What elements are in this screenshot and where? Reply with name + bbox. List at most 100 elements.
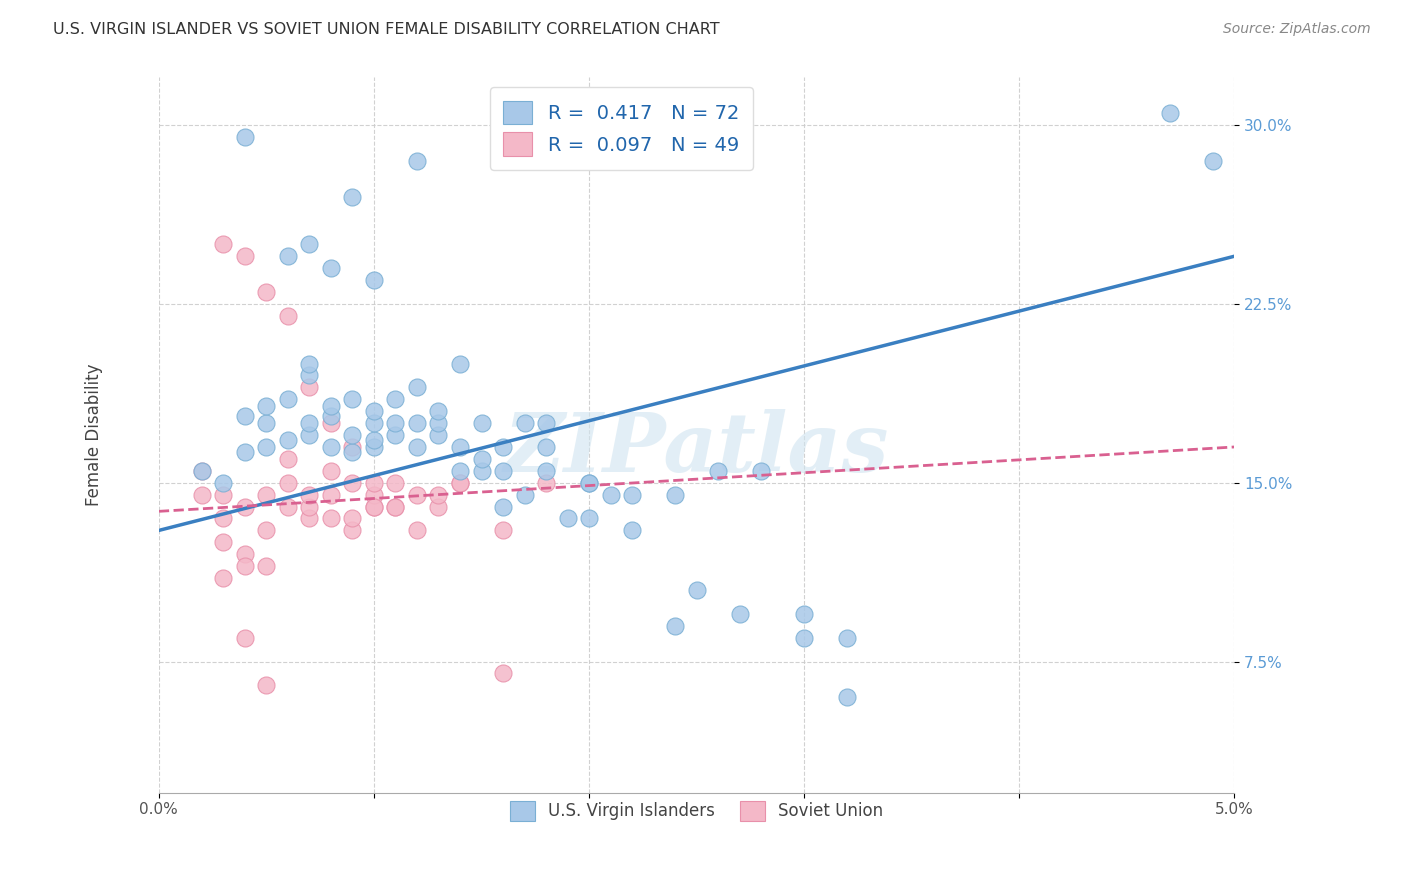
Point [363,500,385,514]
Point [342,444,364,458]
Point [298,488,321,502]
Text: ZIPatlas: ZIPatlas [503,409,890,490]
Point [254,285,277,299]
Point [233,559,256,574]
Point [363,475,385,490]
Point [277,475,299,490]
Point [557,511,579,525]
Point [513,488,536,502]
Point [342,440,364,454]
Point [233,249,256,263]
Point [342,511,364,525]
Point [277,500,299,514]
Point [427,428,450,442]
Point [664,619,686,633]
Point [1202,153,1225,168]
Point [277,392,299,407]
Point [449,464,471,478]
Point [319,261,342,276]
Point [233,547,256,561]
Point [254,440,277,454]
Point [319,400,342,414]
Point [319,440,342,454]
Point [534,464,557,478]
Point [212,511,235,525]
Point [837,690,859,705]
Point [342,189,364,203]
Point [427,500,450,514]
Point [298,428,321,442]
Point [384,500,406,514]
Point [342,524,364,538]
Point [363,500,385,514]
Point [513,416,536,430]
Point [749,464,772,478]
Point [254,400,277,414]
Point [534,440,557,454]
Point [233,130,256,145]
Point [319,488,342,502]
Point [492,524,515,538]
Point [191,464,214,478]
Point [319,409,342,423]
Point [406,380,429,394]
Point [212,475,235,490]
Point [470,416,492,430]
Point [384,416,406,430]
Point [212,488,235,502]
Point [427,416,450,430]
Point [449,475,471,490]
Point [427,404,450,418]
Point [298,237,321,252]
Point [406,153,429,168]
Point [449,440,471,454]
Point [492,666,515,681]
Point [233,444,256,458]
Point [298,357,321,371]
Point [406,488,429,502]
Point [1159,106,1181,120]
Point [621,488,644,502]
Point [342,428,364,442]
Point [342,475,364,490]
Point [298,511,321,525]
Point [191,488,214,502]
Point [298,368,321,383]
Point [492,500,515,514]
Text: Source: ZipAtlas.com: Source: ZipAtlas.com [1223,22,1371,37]
Point [492,464,515,478]
Point [277,249,299,263]
Y-axis label: Female Disability: Female Disability [86,364,103,507]
Point [254,524,277,538]
Point [578,475,600,490]
Point [254,559,277,574]
Text: U.S. VIRGIN ISLANDER VS SOVIET UNION FEMALE DISABILITY CORRELATION CHART: U.S. VIRGIN ISLANDER VS SOVIET UNION FEM… [53,22,720,37]
Point [534,475,557,490]
Point [406,524,429,538]
Point [406,440,429,454]
Point [254,678,277,692]
Point [233,409,256,423]
Point [384,428,406,442]
Point [599,488,621,502]
Point [212,237,235,252]
Point [534,416,557,430]
Point [793,631,815,645]
Point [212,571,235,585]
Point [319,511,342,525]
Point [363,488,385,502]
Point [319,464,342,478]
Point [664,488,686,502]
Point [212,535,235,549]
Point [384,475,406,490]
Point [449,357,471,371]
Point [254,416,277,430]
Point [363,440,385,454]
Point [728,607,751,621]
Point [363,273,385,287]
Point [427,488,450,502]
Point [254,488,277,502]
Legend: U.S. Virgin Islanders, Soviet Union: U.S. Virgin Islanders, Soviet Union [496,788,897,834]
Point [449,475,471,490]
Point [342,392,364,407]
